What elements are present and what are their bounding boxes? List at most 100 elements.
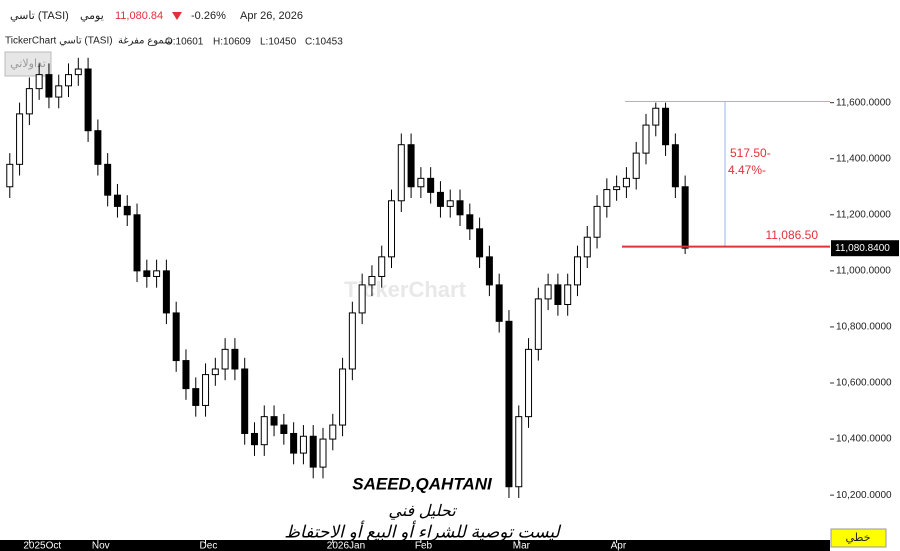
candle-body xyxy=(25,88,33,115)
candle-body xyxy=(241,368,249,434)
x-tick-label: Apr xyxy=(611,541,627,551)
x-tick-label: Nov xyxy=(92,541,110,551)
candle-body xyxy=(84,68,92,132)
x-axis-bar xyxy=(0,540,830,551)
y-tick-label: 11,600.0000 xyxy=(836,97,891,108)
badge-box[interactable] xyxy=(4,51,52,77)
period: يومي xyxy=(80,10,104,22)
candle-body xyxy=(211,368,219,376)
measure-change: 517.50- xyxy=(730,146,771,160)
candle-body xyxy=(65,74,73,87)
candle-body xyxy=(45,74,53,98)
candle-body xyxy=(525,348,533,418)
date: Apr 26, 2026 xyxy=(240,10,303,22)
candle-body xyxy=(143,270,151,277)
candle-body xyxy=(348,312,356,370)
candle-body xyxy=(260,416,268,446)
annotation: تحليل فني xyxy=(388,503,457,520)
change: -0.26% xyxy=(191,10,226,22)
candle-body xyxy=(642,124,650,154)
ohlc-open: O:10601 xyxy=(165,37,204,48)
candle-body xyxy=(446,200,454,207)
candle-body xyxy=(417,177,425,188)
candle-body xyxy=(681,186,689,249)
candle-body xyxy=(113,194,121,207)
candle-body xyxy=(613,186,621,191)
candle-body xyxy=(290,432,298,454)
y-tick-label: 10,400.0000 xyxy=(836,434,892,445)
y-tick-label: 10,200.0000 xyxy=(836,490,892,501)
candle-body xyxy=(339,368,347,426)
last-price-label: 11,080.8400 xyxy=(835,243,890,254)
chart-name: TickerChart تاسي (TASI) xyxy=(5,36,113,47)
candle-body xyxy=(652,107,660,126)
candle-body xyxy=(16,113,24,165)
candle-body xyxy=(94,130,102,165)
badge[interactable]: تداولاتي xyxy=(10,58,46,70)
candle-body xyxy=(123,205,131,216)
candle-body xyxy=(476,228,484,258)
candle-body xyxy=(456,200,464,216)
price: 11,080.84 xyxy=(115,10,163,22)
candle-body xyxy=(250,432,258,446)
candle-body xyxy=(544,284,552,300)
candle-body xyxy=(485,256,493,286)
x-tick-label: Mar xyxy=(513,541,531,551)
candle-body xyxy=(202,374,210,406)
candle-body xyxy=(505,320,513,488)
candle-body xyxy=(280,424,288,434)
chart-style: شموع مفرغة xyxy=(118,36,173,47)
candle-body xyxy=(603,189,611,207)
y-tick-label: 11,400.0000 xyxy=(836,153,891,164)
candle-body xyxy=(378,256,386,277)
candle-body xyxy=(221,348,229,370)
candle-body xyxy=(74,68,82,76)
mode-box[interactable] xyxy=(830,528,887,548)
candle-body xyxy=(319,438,327,468)
candle-body xyxy=(104,163,112,196)
candle-body xyxy=(368,275,376,286)
candle-body xyxy=(309,435,317,468)
candle-body xyxy=(583,236,591,258)
ohlc-high: H:10609 xyxy=(213,37,251,48)
last-price-box xyxy=(831,240,899,257)
y-tick-label: 10,800.0000 xyxy=(836,322,892,333)
candle-body xyxy=(573,256,581,286)
candle-body xyxy=(192,388,200,406)
candle-body xyxy=(554,284,562,306)
candle-body xyxy=(622,177,630,188)
symbol: تاسي (TASI) xyxy=(10,10,69,22)
candle-body xyxy=(270,416,278,426)
candle-body xyxy=(632,152,640,179)
candle-body xyxy=(6,163,14,188)
annotation: SAEED,QAHTANI xyxy=(352,474,493,493)
candle-body xyxy=(388,200,396,258)
candle-body xyxy=(534,298,542,350)
candle-body xyxy=(172,312,180,362)
x-tick-label: 2025Oct xyxy=(23,541,61,551)
ohlc-low: L:10450 xyxy=(260,37,297,48)
candle-body xyxy=(397,144,405,202)
measure-percent: 4.47%- xyxy=(728,163,766,177)
candle-body xyxy=(593,205,601,238)
candle-body xyxy=(35,74,43,90)
candle-body xyxy=(427,177,435,193)
y-tick-label: 10,600.0000 xyxy=(836,378,892,389)
candle-body xyxy=(231,348,239,370)
candle-body xyxy=(162,270,170,314)
measure-level-label: 11,086.50 xyxy=(766,228,819,242)
candle-body xyxy=(662,107,670,146)
mode[interactable]: خطي xyxy=(846,532,871,544)
candle-body xyxy=(436,191,444,207)
x-tick-label: 2026Jan xyxy=(327,541,365,551)
ohlc-close: C:10453 xyxy=(305,37,343,48)
candle-body xyxy=(466,214,474,230)
down-arrow xyxy=(172,12,182,20)
candle-body xyxy=(358,284,366,314)
candle-body xyxy=(133,214,141,272)
candle-body xyxy=(515,416,523,488)
candle-body xyxy=(182,360,190,390)
candle-body xyxy=(671,144,679,188)
y-tick-label: 11,000.0000 xyxy=(836,266,891,277)
